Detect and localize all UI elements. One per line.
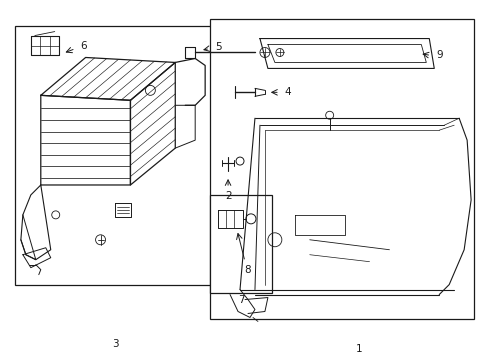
Text: 4: 4 (284, 87, 290, 97)
Text: 5: 5 (214, 41, 221, 51)
Text: 6: 6 (80, 41, 87, 50)
Text: 7: 7 (237, 294, 244, 305)
Bar (15, 26, 228, 285)
Bar (210, 19, 473, 319)
Text: 2: 2 (224, 191, 231, 201)
Text: 1: 1 (356, 345, 362, 354)
Bar (210, 195, 271, 293)
Text: 8: 8 (244, 265, 251, 275)
Text: 9: 9 (435, 50, 442, 60)
Text: 3: 3 (112, 339, 119, 349)
